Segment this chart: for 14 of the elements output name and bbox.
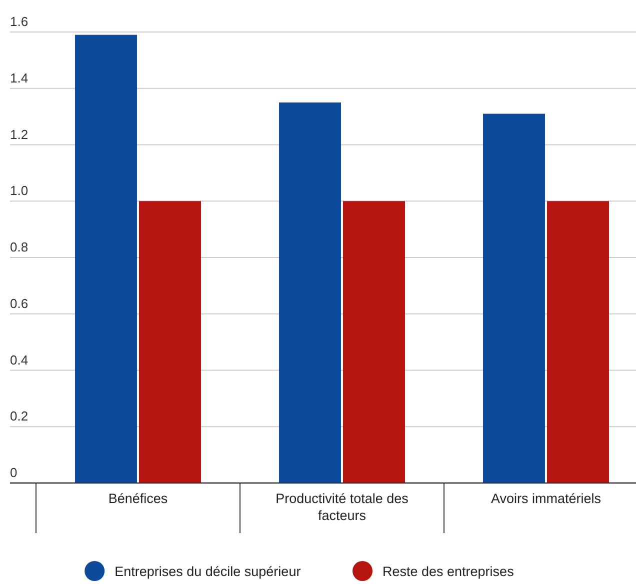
y-tick-label: 0.8	[10, 240, 28, 254]
x-tick-label: Productivité totale des facteurs	[276, 491, 409, 523]
x-tick-label: Bénéfices	[108, 491, 168, 506]
legend-label: Reste des entreprises	[382, 564, 514, 579]
y-tick-label: 1.4	[10, 70, 28, 86]
y-tick-label: 1.0	[10, 183, 28, 198]
y-tick-label: 1.6	[10, 14, 28, 29]
x-tick-label: Avoirs immatériels	[490, 491, 602, 506]
y-tick-label: 0	[10, 465, 18, 480]
y-tick-label: 0.6	[10, 296, 28, 311]
y-tick-label: 0.2	[10, 408, 28, 424]
legend-label: Entreprises du décile supérieur	[114, 564, 302, 579]
y-tick-label: 1.2	[10, 126, 28, 142]
y-tick-label: 0.4	[10, 352, 28, 368]
